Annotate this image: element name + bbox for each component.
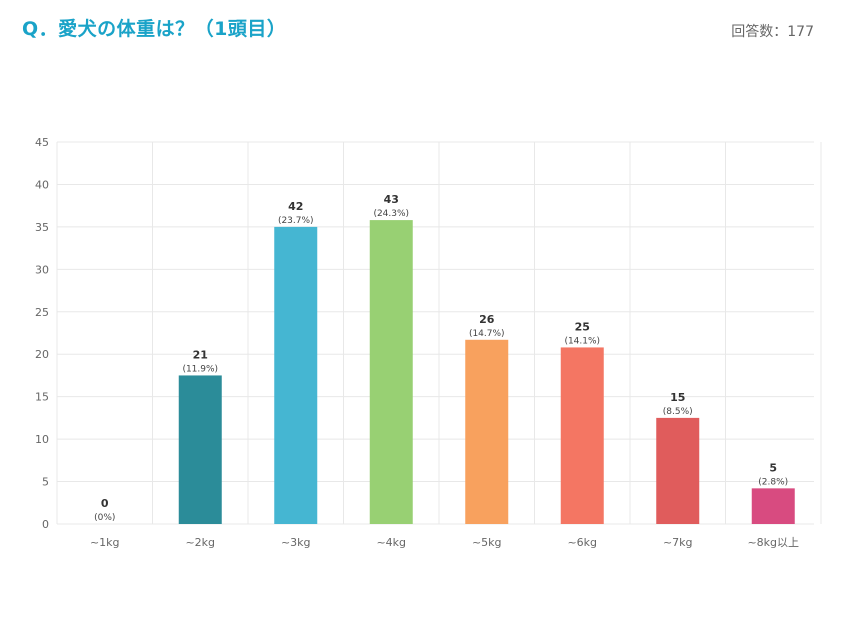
x-tick-label: ~2kg (185, 536, 215, 549)
percent-label: (23.7%) (278, 216, 314, 226)
y-tick-label: 0 (42, 518, 49, 531)
bar-2 (178, 375, 222, 524)
response-count: 回答数：177 (731, 24, 814, 40)
y-tick-label: 15 (35, 391, 49, 404)
y-tick-label: 5 (42, 476, 49, 489)
x-tick-label: ~8kg以上 (747, 536, 799, 549)
percent-label: (8.5%) (663, 407, 693, 417)
x-tick-label: ~7kg (663, 536, 693, 549)
x-tick-label: ~1kg (90, 536, 120, 549)
percent-label: (14.1%) (564, 336, 600, 346)
value-label: 25 (575, 320, 590, 333)
question-title: Q．愛犬の体重は？（1頭目） (22, 18, 287, 40)
x-tick-label: ~6kg (567, 536, 597, 549)
value-label: 43 (384, 193, 399, 206)
percent-label: (2.8%) (758, 477, 788, 487)
percent-label: (14.7%) (469, 329, 505, 339)
bar-3 (274, 226, 318, 524)
x-tick-label: ~5kg (472, 536, 502, 549)
y-tick-label: 25 (35, 306, 49, 319)
y-tick-label: 40 (35, 178, 49, 191)
value-label: 42 (288, 200, 303, 213)
bar-4 (369, 220, 413, 524)
value-label: 26 (479, 313, 495, 326)
y-tick-label: 45 (35, 136, 49, 149)
percent-label: (0%) (94, 513, 115, 523)
value-label: 21 (193, 348, 208, 361)
value-label: 0 (101, 497, 109, 510)
y-tick-label: 10 (35, 433, 49, 446)
bar-5 (465, 339, 509, 524)
x-tick-label: ~4kg (376, 536, 406, 549)
bar-8 (751, 488, 795, 524)
percent-label: (11.9%) (182, 364, 218, 374)
value-label: 5 (769, 461, 777, 474)
bar-7 (656, 417, 700, 524)
bar-6 (560, 347, 604, 524)
percent-label: (24.3%) (373, 209, 409, 219)
y-tick-label: 35 (35, 221, 49, 234)
y-tick-label: 20 (35, 348, 49, 361)
value-label: 15 (670, 391, 685, 404)
x-tick-label: ~3kg (281, 536, 311, 549)
y-tick-label: 30 (35, 263, 49, 276)
